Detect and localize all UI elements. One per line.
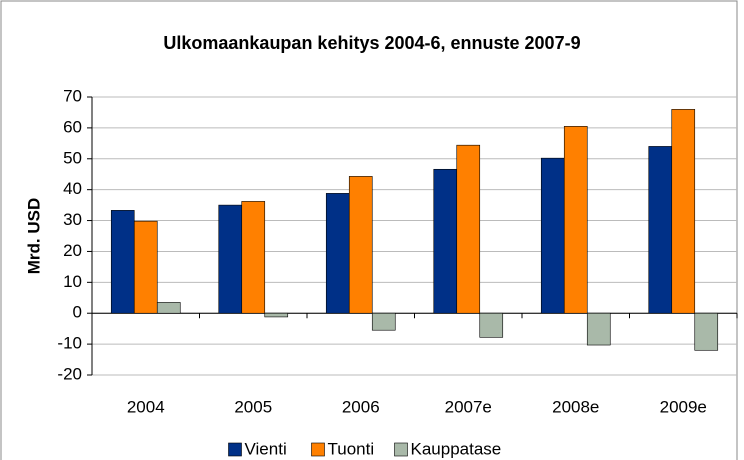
bar <box>110 210 135 314</box>
legend-label: Kauppatase <box>411 439 502 458</box>
y-tick-label: 60 <box>63 117 82 136</box>
x-tick-label: 2009e <box>660 397 707 416</box>
bar <box>671 109 696 314</box>
legend-swatch <box>394 442 408 457</box>
bar <box>479 312 504 338</box>
bar <box>156 302 181 314</box>
bar <box>540 157 565 314</box>
legend-label: Tuonti <box>328 439 375 458</box>
bar <box>133 220 158 314</box>
x-tick-label: 2006 <box>342 397 380 416</box>
x-tick-label: 2004 <box>127 397 165 416</box>
bar <box>563 126 588 314</box>
y-tick-label: 70 <box>63 86 82 105</box>
legend-label: Vienti <box>245 439 287 458</box>
y-tick-label: 0 <box>73 303 82 322</box>
chart-title: Ulkomaankaupan kehitys 2004-6, ennuste 2… <box>163 33 580 53</box>
bar <box>371 312 396 331</box>
y-tick-label: 50 <box>63 148 82 167</box>
bar <box>264 312 289 318</box>
y-tick-label: 10 <box>63 272 82 291</box>
bar <box>218 204 243 314</box>
y-tick-label: -10 <box>57 334 82 353</box>
bar <box>694 312 719 351</box>
legend-swatch <box>228 442 242 457</box>
bar <box>348 176 373 314</box>
bar <box>586 312 611 346</box>
y-axis-label: Mrd. USD <box>24 198 43 275</box>
y-tick-label: 30 <box>63 210 82 229</box>
y-tick-label: -20 <box>57 364 82 383</box>
x-tick-label: 2008e <box>552 397 599 416</box>
bar <box>456 144 481 314</box>
y-tick-label: 20 <box>63 241 82 260</box>
bar <box>648 146 673 314</box>
bar <box>241 201 266 314</box>
x-tick-label: 2007e <box>445 397 492 416</box>
bar <box>433 168 458 314</box>
y-tick-label: 40 <box>63 179 82 198</box>
bar <box>325 193 350 314</box>
legend-swatch <box>311 442 325 457</box>
x-tick-label: 2005 <box>234 397 272 416</box>
